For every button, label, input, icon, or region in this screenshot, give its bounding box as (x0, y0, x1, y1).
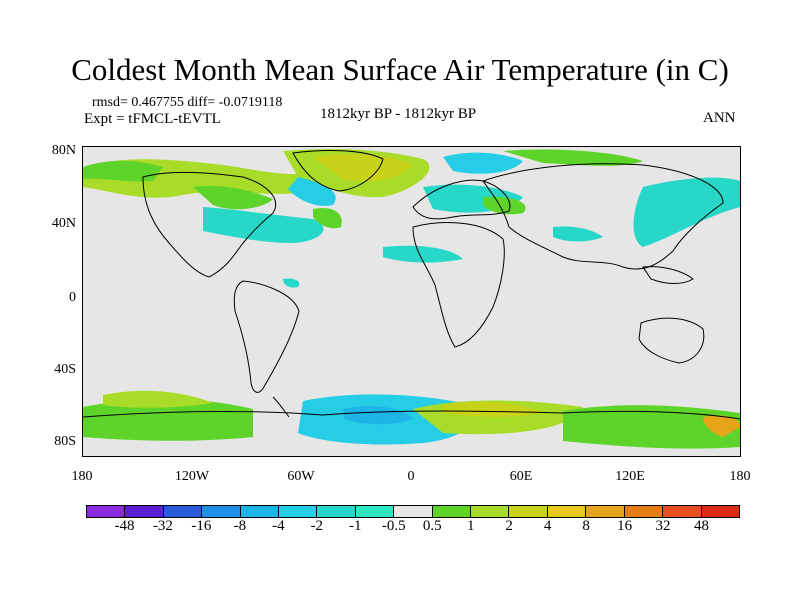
lat-label-80n: 80N (51, 143, 76, 158)
anomaly-patch (553, 226, 603, 242)
colorbar-box (701, 506, 739, 517)
colorbar-label: -2 (310, 518, 324, 534)
anomaly-patch (83, 398, 253, 441)
europe-coast (412, 179, 511, 220)
colorbar-label: -16 (191, 518, 212, 534)
colorbar-label: -8 (233, 518, 247, 534)
colorbar-box (125, 506, 164, 517)
colorbar-label: -48 (114, 518, 135, 534)
antarctica-coast (83, 410, 740, 420)
period-label: 1812kyr BP - 1812kyr BP (320, 106, 477, 122)
anomaly-patch (313, 154, 413, 182)
lon-label-60e: 60E (509, 469, 533, 484)
colorbar-label: 32 (655, 518, 671, 534)
anomaly-patch (313, 207, 342, 229)
colorbar-box (624, 506, 664, 517)
anomaly-patch (193, 185, 273, 210)
map-panel (82, 146, 741, 457)
asia-coast (482, 163, 724, 270)
lon-label-120w: 120W (174, 469, 210, 484)
colorbar-box (279, 506, 318, 517)
anomaly-patch (633, 177, 740, 247)
colorbar-box (586, 506, 625, 517)
colorbar-label: 1 (466, 518, 475, 534)
africa-coast (412, 222, 505, 348)
anomaly-patch (383, 245, 463, 263)
anomaly-patch (563, 405, 740, 449)
south-america-coast (233, 280, 300, 393)
colorbar-label: 16 (617, 518, 633, 534)
anomaly-patch (83, 160, 163, 182)
lon-label-0: 0 (407, 469, 415, 484)
lon-label-120e: 120E (615, 469, 645, 484)
world-map (83, 147, 740, 456)
anomaly-patch (288, 177, 336, 206)
colorbar-box (394, 506, 433, 517)
colorbar-box (163, 506, 203, 517)
colorbar-box (202, 506, 241, 517)
anomaly-patch (283, 278, 300, 288)
lon-label-180w: 180 (71, 469, 93, 484)
colorbar-box (663, 506, 702, 517)
colorbar-label: -32 (152, 518, 173, 534)
colorbar-box (509, 506, 548, 517)
coastlines (83, 150, 740, 420)
lat-label-80s: 80S (54, 434, 76, 449)
colorbar-label: -1 (349, 518, 362, 534)
colorbar-box (317, 506, 356, 517)
stats-line: rmsd= 0.467755 diff= -0.0719118 (92, 95, 283, 110)
anomaly-patch (103, 390, 213, 408)
colorbar-label: 4 (543, 518, 552, 534)
lat-label-40n: 40N (51, 216, 76, 231)
anomaly-patch (443, 402, 543, 417)
colorbar-box (471, 506, 510, 517)
colorbar-label: 48 (694, 518, 710, 534)
colorbar-box (87, 506, 126, 517)
maritime-asia-coast (642, 266, 694, 284)
north-america-coast (142, 171, 277, 278)
colorbar (86, 505, 740, 518)
antarctic-peninsula-coast (272, 396, 290, 418)
lat-label-40s: 40S (54, 362, 76, 377)
anomaly-patch (443, 152, 523, 174)
colorbar-label: -0.5 (381, 518, 406, 534)
lon-label-180e: 180 (729, 469, 751, 484)
lat-label-0: 0 (69, 290, 76, 305)
plot-title: Coldest Month Mean Surface Air Temperatu… (71, 52, 729, 87)
colorbar-box (240, 506, 280, 517)
anomaly-patch (703, 415, 740, 437)
colorbar-label: 2 (505, 518, 513, 534)
anomaly-patch (203, 207, 324, 243)
greenland-coast (292, 150, 384, 192)
season-label: ANN (703, 110, 736, 126)
anomaly-patch (483, 196, 526, 215)
colorbar-box (547, 506, 587, 517)
anomaly-patch (343, 406, 413, 425)
colorbar-box (355, 506, 395, 517)
experiment-label: Expt = tFMCL-tEVTL (84, 111, 221, 127)
anomaly-patch (503, 149, 643, 166)
lon-label-60w: 60W (287, 469, 315, 484)
anomaly-fields (83, 149, 740, 449)
colorbar-label: -4 (272, 518, 285, 534)
colorbar-label: 8 (582, 518, 590, 534)
colorbar-box (432, 506, 472, 517)
australia-coast (638, 317, 705, 364)
colorbar-label: 0.5 (422, 518, 442, 534)
